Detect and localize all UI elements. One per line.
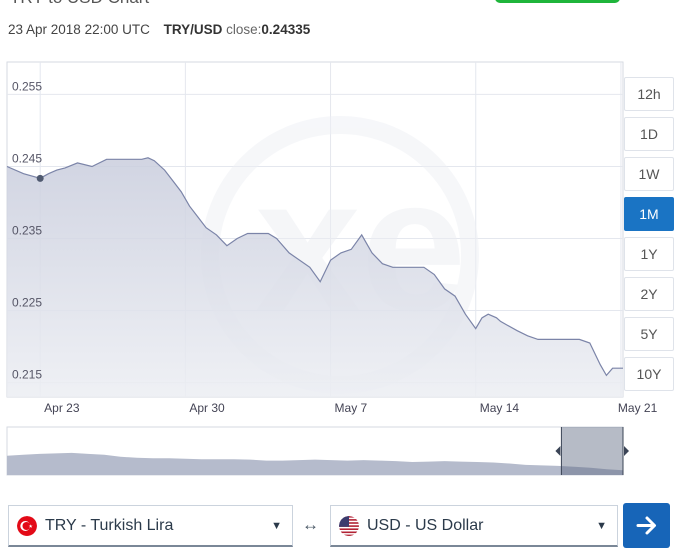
range-1m-button[interactable]: 1M [624, 197, 674, 231]
y-tick-label: 0.235 [12, 224, 42, 238]
from-currency-label: TRY - Turkish Lira [45, 517, 174, 534]
range-1w-button[interactable]: 1W [624, 157, 674, 191]
from-currency-select[interactable]: TRY - Turkish Lira ▼ [8, 505, 293, 547]
series-area [7, 157, 623, 397]
range-selector: 12h 1D 1W 1M 1Y 2Y 5Y 10Y [624, 77, 674, 397]
to-currency-select[interactable]: USD - US Dollar ▼ [330, 505, 618, 547]
turkey-flag-icon [17, 516, 37, 536]
range-1y-button[interactable]: 1Y [624, 237, 674, 271]
y-tick-label: 0.225 [12, 296, 42, 310]
series-line [6, 157, 623, 377]
y-tick-label: 0.255 [12, 79, 42, 93]
navigator-area [7, 452, 623, 475]
green-action-button[interactable] [495, 0, 620, 3]
x-tick-label: Apr 30 [189, 401, 225, 415]
navigator-selection[interactable] [561, 427, 623, 475]
chevron-down-icon: ▼ [596, 520, 607, 532]
quote-info: 23 Apr 2018 22:00 UTC TRY/USD close:0.24… [8, 22, 310, 37]
y-axis-labels: 0.255 0.245 0.235 0.225 0.215 [12, 79, 42, 381]
x-tick-label: May 21 [618, 401, 658, 415]
y-tick-label: 0.215 [12, 368, 42, 382]
navigator-left-arrow-icon[interactable] [555, 446, 561, 456]
range-5y-button[interactable]: 5Y [624, 317, 674, 351]
quote-datetime: 23 Apr 2018 22:00 UTC [8, 22, 150, 37]
x-axis-labels: Apr 23 Apr 30 May 7 May 14 May 21 [44, 401, 657, 415]
close-value: 0.24335 [261, 22, 311, 37]
navigator[interactable] [6, 426, 629, 476]
page-title: TRY to USD Chart [10, 0, 149, 8]
us-flag-icon [339, 516, 359, 536]
range-10y-button[interactable]: 10Y [624, 357, 674, 391]
y-tick-label: 0.245 [12, 151, 42, 165]
x-tick-label: May 14 [480, 401, 520, 415]
highlight-point [36, 174, 44, 182]
close-label: close: [226, 22, 262, 37]
range-1d-button[interactable]: 1D [624, 117, 674, 151]
convert-go-button[interactable] [623, 503, 670, 548]
swap-icon[interactable]: ↔ [302, 515, 319, 534]
range-12h-button[interactable]: 12h [624, 77, 674, 111]
arrow-right-icon [636, 516, 656, 535]
chevron-down-icon: ▼ [271, 520, 282, 532]
navigator-right-arrow-icon[interactable] [624, 446, 629, 456]
to-currency-label: USD - US Dollar [367, 517, 484, 534]
currency-pair: TRY/USD [163, 22, 223, 37]
range-2y-button[interactable]: 2Y [624, 277, 674, 311]
x-tick-label: Apr 23 [44, 401, 80, 415]
x-tick-label: May 7 [335, 401, 368, 415]
